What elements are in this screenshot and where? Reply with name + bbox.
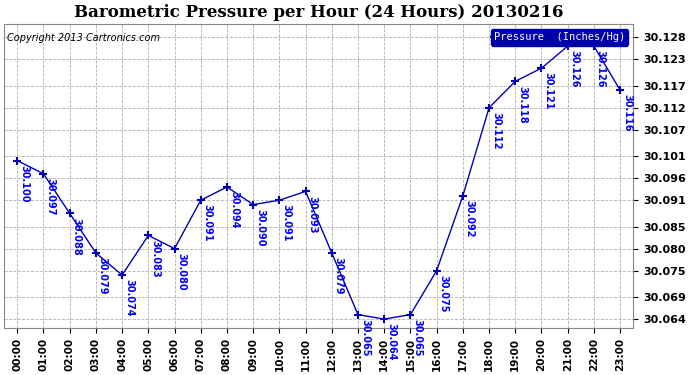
Pressure  (Inches/Hg) — [170, 246, 179, 251]
Text: 30.090: 30.090 — [255, 209, 265, 246]
Text: 30.091: 30.091 — [203, 204, 213, 242]
Text: 30.064: 30.064 — [386, 323, 396, 361]
Text: 30.121: 30.121 — [544, 72, 553, 110]
Text: 30.126: 30.126 — [596, 50, 606, 88]
Text: 30.112: 30.112 — [491, 112, 501, 149]
Pressure  (Inches/Hg) — [275, 198, 284, 202]
Pressure  (Inches/Hg) — [118, 273, 126, 277]
Text: 30.079: 30.079 — [98, 257, 108, 295]
Text: 30.093: 30.093 — [308, 195, 317, 233]
Text: 30.080: 30.080 — [177, 253, 186, 290]
Text: 30.094: 30.094 — [229, 191, 239, 229]
Pressure  (Inches/Hg) — [354, 312, 362, 317]
Legend: Pressure  (Inches/Hg): Pressure (Inches/Hg) — [491, 29, 628, 46]
Pressure  (Inches/Hg) — [39, 171, 48, 176]
Text: 30.097: 30.097 — [46, 178, 55, 216]
Pressure  (Inches/Hg) — [197, 198, 205, 202]
Pressure  (Inches/Hg) — [223, 185, 231, 189]
Text: 30.100: 30.100 — [19, 165, 29, 202]
Text: 30.065: 30.065 — [413, 319, 422, 356]
Pressure  (Inches/Hg) — [406, 312, 415, 317]
Pressure  (Inches/Hg) — [144, 233, 152, 238]
Text: 30.088: 30.088 — [72, 217, 81, 255]
Text: 30.075: 30.075 — [439, 275, 449, 312]
Pressure  (Inches/Hg) — [92, 251, 100, 255]
Text: 30.091: 30.091 — [282, 204, 291, 242]
Pressure  (Inches/Hg) — [511, 79, 520, 84]
Text: 30.074: 30.074 — [124, 279, 134, 317]
Text: Copyright 2013 Cartronics.com: Copyright 2013 Cartronics.com — [8, 33, 160, 43]
Pressure  (Inches/Hg) — [616, 88, 624, 92]
Pressure  (Inches/Hg) — [590, 44, 598, 48]
Text: 30.065: 30.065 — [360, 319, 370, 356]
Pressure  (Inches/Hg) — [538, 66, 546, 70]
Text: 30.118: 30.118 — [518, 86, 527, 123]
Line: Pressure  (Inches/Hg): Pressure (Inches/Hg) — [13, 42, 624, 323]
Pressure  (Inches/Hg) — [485, 105, 493, 110]
Pressure  (Inches/Hg) — [433, 268, 441, 273]
Text: 30.079: 30.079 — [334, 257, 344, 295]
Text: 30.116: 30.116 — [622, 94, 632, 132]
Text: 30.083: 30.083 — [150, 240, 160, 277]
Pressure  (Inches/Hg) — [66, 211, 74, 216]
Text: 30.126: 30.126 — [570, 50, 580, 88]
Pressure  (Inches/Hg) — [13, 158, 21, 163]
Pressure  (Inches/Hg) — [328, 251, 336, 255]
Pressure  (Inches/Hg) — [302, 189, 310, 194]
Pressure  (Inches/Hg) — [380, 317, 388, 321]
Pressure  (Inches/Hg) — [249, 202, 257, 207]
Text: 30.092: 30.092 — [465, 200, 475, 237]
Title: Barometric Pressure per Hour (24 Hours) 20130216: Barometric Pressure per Hour (24 Hours) … — [74, 4, 564, 21]
Pressure  (Inches/Hg) — [459, 194, 467, 198]
Pressure  (Inches/Hg) — [564, 44, 572, 48]
